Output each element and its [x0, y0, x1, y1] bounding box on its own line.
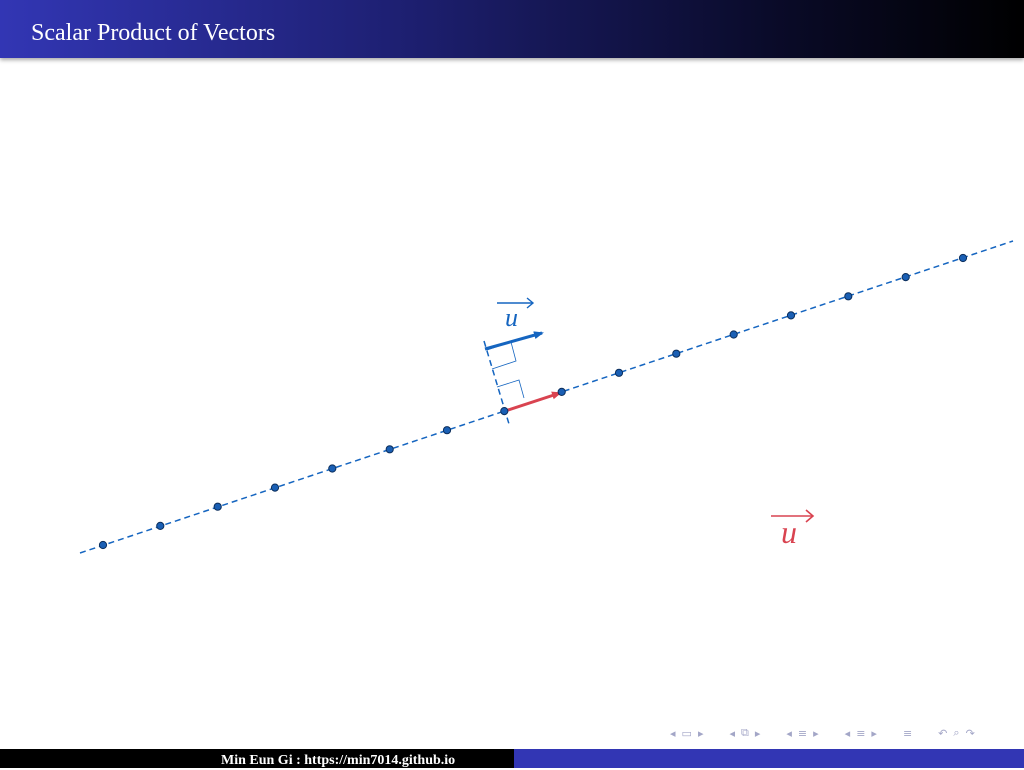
- line-point: [500, 407, 509, 416]
- section-icon[interactable]: ≡: [797, 726, 808, 740]
- blue-vector-label: u: [497, 297, 535, 332]
- nav-right-arrow-icon[interactable]: ▸: [871, 726, 877, 740]
- nav-left-arrow-icon[interactable]: ◂: [844, 726, 851, 740]
- line-point: [958, 253, 968, 263]
- line-point: [156, 521, 165, 531]
- nav-left-arrow-icon[interactable]: ◂: [786, 726, 792, 740]
- line-point: [270, 483, 280, 492]
- red-vector-label: u: [771, 509, 815, 550]
- red-vector-letter: u: [781, 514, 797, 550]
- line-points: [98, 253, 968, 550]
- line-point: [213, 502, 222, 511]
- line-point: [672, 349, 681, 358]
- line-point: [98, 540, 108, 550]
- frame-icon[interactable]: ▭: [681, 726, 692, 740]
- line-point: [729, 330, 738, 339]
- footer-accent-panel: [514, 749, 1024, 768]
- blue-vector-letter: u: [505, 303, 518, 332]
- nav-right-arrow-icon[interactable]: ▸: [813, 726, 819, 740]
- nav-right-arrow-icon[interactable]: ▸: [697, 726, 704, 740]
- beamer-navigation: ◂ ▭ ▸ ◂ ⧉ ▸ ◂ ≡ ▸ ◂ ≡ ▸ ≡ ↶ ⌕ ↷: [668, 724, 1024, 742]
- right-angle-marker-bottom: [496, 379, 525, 399]
- footer-author: Min Eun Gi : https://min7014.github.io: [221, 753, 456, 768]
- line-point: [442, 426, 452, 435]
- line-point: [844, 292, 853, 301]
- line-point: [557, 387, 566, 396]
- line-point: [786, 311, 796, 320]
- section-icon[interactable]: ≡: [856, 726, 866, 740]
- undo-icon[interactable]: ↶: [938, 726, 948, 740]
- slide-title-bar: Scalar Product of Vectors: [0, 0, 1024, 58]
- nav-left-arrow-icon[interactable]: ◂: [670, 726, 676, 740]
- nav-left-arrow-icon[interactable]: ◂: [729, 726, 735, 740]
- line-point: [614, 368, 624, 377]
- line-point: [901, 273, 910, 282]
- search-icon[interactable]: ⌕: [953, 726, 960, 739]
- redo-icon[interactable]: ↷: [965, 726, 975, 740]
- line-point: [328, 464, 337, 473]
- line-point: [385, 445, 394, 454]
- slide-title: Scalar Product of Vectors: [31, 20, 276, 46]
- align-icon[interactable]: ≡: [902, 726, 913, 740]
- slide-footer: Min Eun Gi : https://min7014.github.io: [0, 749, 1024, 768]
- nav-right-arrow-icon[interactable]: ▸: [754, 726, 761, 740]
- blue-vector: [484, 331, 544, 351]
- red-vector: [504, 391, 562, 413]
- footer-author-panel: Min Eun Gi : https://min7014.github.io: [0, 749, 514, 768]
- subsection-icon[interactable]: ⧉: [741, 726, 749, 739]
